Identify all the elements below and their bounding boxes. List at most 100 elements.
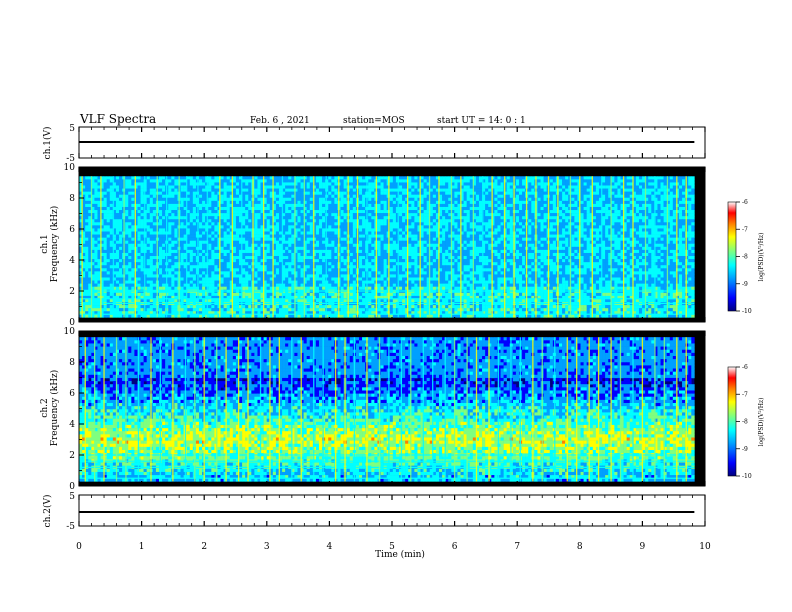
spectrogram-cell bbox=[278, 249, 283, 254]
spectrogram-cell bbox=[202, 210, 206, 214]
spectrogram-cell bbox=[389, 246, 394, 251]
spectrogram-cell bbox=[552, 246, 557, 251]
spectrogram-cell bbox=[140, 182, 144, 186]
spectrogram-cell bbox=[300, 197, 304, 202]
spectrogram-cell bbox=[429, 197, 434, 202]
spectrogram-cell bbox=[617, 191, 621, 195]
spectrogram-cell bbox=[328, 203, 332, 208]
spectrogram-cell bbox=[518, 194, 523, 199]
spectrogram-cell bbox=[672, 246, 677, 251]
spectrogram-cell bbox=[168, 225, 172, 229]
spectrogram-cell bbox=[162, 237, 166, 241]
spectrogram-cell bbox=[435, 191, 440, 195]
spectrogram-cell bbox=[654, 200, 658, 205]
spectrogram-cell bbox=[288, 176, 292, 180]
spectrogram-cell bbox=[666, 210, 671, 214]
spectrogram-cell bbox=[515, 176, 520, 180]
spectrogram-cell bbox=[445, 213, 449, 217]
spectrogram-cell bbox=[595, 240, 600, 245]
spectrogram-cell bbox=[288, 203, 292, 208]
spectrogram-cell bbox=[146, 194, 151, 199]
spectrogram-cell bbox=[451, 188, 455, 192]
spectrogram-cell bbox=[454, 240, 458, 245]
spectrogram-cell bbox=[598, 179, 603, 183]
spectrogram-cell bbox=[119, 206, 123, 211]
spectrogram-cell bbox=[491, 194, 495, 199]
spectrogram-cell bbox=[574, 206, 578, 211]
spectrogram-cell bbox=[574, 182, 578, 186]
spectrogram-cell bbox=[315, 249, 320, 254]
spectrogram-cell bbox=[469, 203, 474, 208]
spectrogram-cell bbox=[214, 228, 218, 232]
spectrogram-cell bbox=[552, 216, 557, 220]
spectrogram-cell bbox=[189, 210, 194, 214]
spectrogram-cell bbox=[506, 206, 511, 211]
spectrogram-cell bbox=[383, 213, 387, 217]
spectrogram-cell bbox=[352, 206, 357, 211]
spectrogram-cell bbox=[657, 191, 661, 195]
spectrogram-cell bbox=[626, 246, 631, 251]
spectrogram-cell bbox=[395, 237, 400, 241]
spectrogram-cell bbox=[322, 197, 326, 202]
spectrogram-cell bbox=[552, 194, 557, 199]
spectrogram-cell bbox=[103, 216, 107, 220]
spectrogram-cell bbox=[248, 231, 252, 235]
spectrogram-cell bbox=[411, 203, 415, 208]
spectrogram-cell bbox=[392, 191, 397, 195]
spectrogram-cell bbox=[432, 206, 437, 211]
spectrogram-cell bbox=[408, 246, 412, 251]
spectrogram-cell bbox=[635, 240, 640, 245]
spectrogram-cell bbox=[362, 203, 366, 208]
spectrogram-cell bbox=[611, 234, 615, 238]
spectrogram-cell bbox=[478, 213, 483, 217]
spectrogram-cell bbox=[266, 176, 271, 180]
spectrogram-cell bbox=[152, 194, 157, 199]
spectrogram-cell bbox=[414, 240, 418, 245]
spectrogram-cell bbox=[395, 243, 400, 248]
spectrogram-cell bbox=[288, 240, 292, 245]
spectrogram-cell bbox=[389, 243, 394, 248]
spectrogram-cell bbox=[632, 234, 637, 238]
spectrogram-cell bbox=[312, 203, 317, 208]
spectrogram-cell bbox=[331, 243, 335, 248]
spectrogram-cell bbox=[226, 219, 231, 223]
spectrogram-cell bbox=[654, 182, 658, 186]
spectrogram-cell bbox=[565, 203, 569, 208]
spectrogram-cell bbox=[168, 179, 172, 183]
spectrogram-cell bbox=[411, 179, 415, 183]
spectrogram-cell bbox=[678, 203, 683, 208]
spectrogram-cell bbox=[198, 231, 203, 235]
spectrogram-cell bbox=[238, 237, 243, 241]
spectrogram-cell bbox=[629, 228, 634, 232]
spectrogram-cell bbox=[402, 219, 406, 223]
spectrogram-cell bbox=[552, 228, 557, 232]
spectrogram-cell bbox=[435, 203, 440, 208]
spectrogram-cell bbox=[389, 216, 394, 220]
spectrogram-cell bbox=[392, 231, 397, 235]
spectrogram-cell bbox=[285, 225, 289, 229]
spectrogram-cell bbox=[491, 213, 495, 217]
spectrogram-cell bbox=[488, 231, 492, 235]
spectrogram-cell bbox=[223, 182, 227, 186]
spectrogram-cell bbox=[266, 246, 271, 251]
spectrogram-cell bbox=[275, 231, 280, 235]
spectrogram-cell bbox=[183, 185, 187, 189]
spectrogram-cell bbox=[152, 240, 157, 245]
spectrogram-cell bbox=[522, 228, 526, 232]
spectrogram-cell bbox=[442, 237, 446, 241]
spectrogram-cell bbox=[463, 237, 467, 241]
spectrogram-cell bbox=[589, 222, 594, 226]
spectrogram-cell bbox=[648, 182, 652, 186]
spectrogram-cell bbox=[159, 179, 163, 183]
spectrogram-cell bbox=[171, 185, 175, 189]
spectrogram-cell bbox=[562, 216, 566, 220]
spectrogram-cell bbox=[109, 188, 114, 192]
spectrogram-cell bbox=[306, 222, 311, 226]
spectrogram-cell bbox=[429, 203, 434, 208]
spectrogram-cell bbox=[362, 182, 366, 186]
spectrogram-cell bbox=[306, 197, 311, 202]
spectrogram-cell bbox=[134, 197, 138, 202]
spectrogram-cell bbox=[414, 231, 418, 235]
spectrogram-cell bbox=[571, 243, 575, 248]
spectrogram-cell bbox=[592, 225, 597, 229]
